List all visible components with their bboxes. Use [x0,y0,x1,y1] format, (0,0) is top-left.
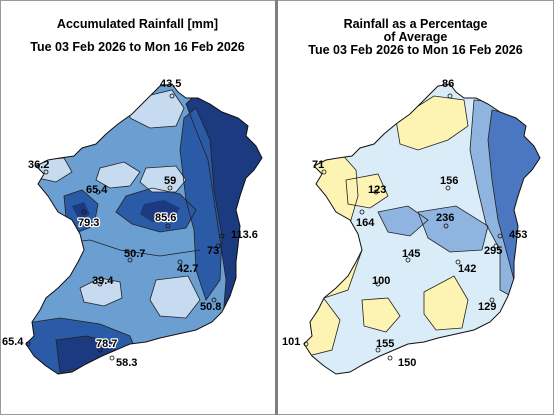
station-marker [375,281,381,287]
station-markers [25,93,225,361]
station-marker [489,297,495,303]
station-markers [303,93,503,361]
station-value: 78.7 [96,338,117,350]
station-marker [109,355,115,361]
station-value: 129 [478,301,496,313]
station-value: 58.3 [116,357,137,369]
station-value: 59 [164,175,176,187]
station-value: 50.8 [200,301,221,313]
station-marker [445,185,451,191]
percentage-of-average-map: 86 71 123 156 164 236 453 295 145 100 14… [282,78,541,375]
station-marker [359,209,365,215]
station-marker [387,355,393,361]
station-marker [321,169,327,175]
station-marker [43,169,49,175]
station-value: 156 [440,175,458,187]
station-value: 71 [312,159,324,171]
station-marker [25,341,31,347]
station-marker [373,189,379,195]
station-value: 86 [442,78,454,90]
station-marker [97,281,103,287]
panel-divider [275,0,278,415]
station-value: 453 [509,229,527,241]
station-value: 164 [356,217,375,229]
station-value: 43.5 [160,78,181,90]
right-title-line2: of Average [383,30,448,44]
station-marker [447,93,453,99]
accumulated-rainfall-map: 43.5 36.2 65.4 59 79.3 85.6 113.6 73 50.… [2,78,263,375]
station-marker [81,209,87,215]
station-marker [127,257,133,263]
station-marker [165,223,171,229]
station-marker [443,223,449,229]
station-value: 150 [398,357,416,369]
station-marker [375,347,381,353]
station-marker [169,93,175,99]
station-value: 123 [368,184,386,196]
station-value: 50.7 [124,248,145,260]
station-value: 145 [402,248,420,260]
right-date-range: Tue 03 Feb 2026 to Mon 16 Feb 2026 [308,43,523,57]
station-value: 236 [436,212,454,224]
station-value: 73 [207,245,219,257]
station-marker [455,259,461,265]
station-value: 65.4 [86,184,108,196]
station-marker [215,243,221,249]
right-title: Rainfall as a Percentage [343,17,488,31]
station-marker [211,297,217,303]
station-value: 36.2 [28,159,49,171]
station-marker [303,341,309,347]
station-value: 39.4 [92,275,114,287]
station-values: 43.5 36.2 65.4 59 79.3 85.6 113.6 73 50.… [2,78,258,369]
station-value: 65.4 [2,336,24,348]
station-marker [493,243,499,249]
accumulated-rainfall-panel: Accumulated Rainfall [mm] Tue 03 Feb 202… [0,0,275,415]
station-marker [405,257,411,263]
station-value: 42.7 [177,263,198,275]
station-value: 295 [484,245,502,257]
station-value: 155 [376,338,394,350]
station-value: 142 [458,263,476,275]
station-marker [219,233,225,239]
left-date-range: Tue 03 Feb 2026 to Mon 16 Feb 2026 [30,40,245,54]
station-value: 79.3 [78,217,99,229]
station-marker [97,347,103,353]
percentage-of-average-panel: Rainfall as a Percentage of Average Tue … [278,0,553,415]
station-value: 100 [372,275,390,287]
station-value: 101 [282,336,300,348]
station-value: 113.6 [231,229,258,241]
station-marker [177,259,183,265]
station-value: 85.6 [155,212,176,224]
station-marker [497,233,503,239]
station-marker [167,185,173,191]
left-title: Accumulated Rainfall [mm] [56,17,219,31]
station-marker [95,189,101,195]
station-values: 86 71 123 156 164 236 453 295 145 100 14… [282,78,527,369]
